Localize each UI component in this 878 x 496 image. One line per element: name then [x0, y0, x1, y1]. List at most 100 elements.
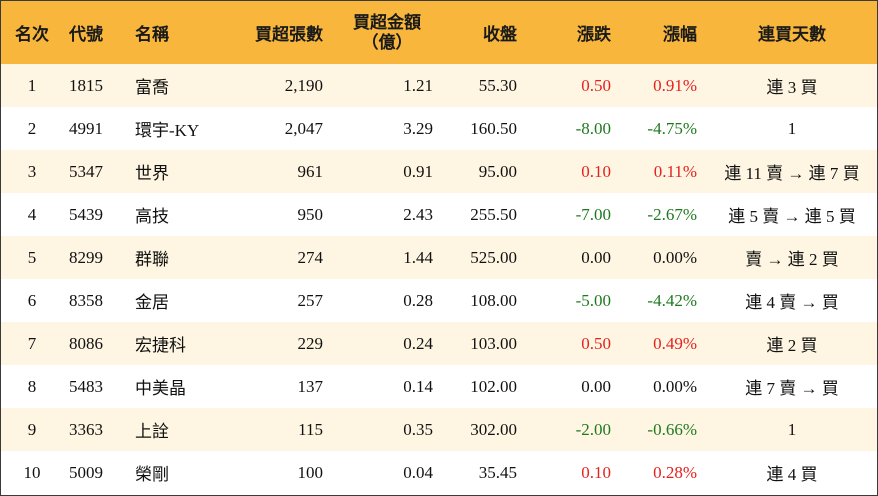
- cell-days: 1: [787, 419, 797, 439]
- cell-change: 0.50: [581, 75, 611, 95]
- cell-code: 5483: [69, 376, 103, 396]
- cell-days: 連 4 賣 → 買: [745, 293, 839, 312]
- header-days: 連買天數: [758, 25, 826, 44]
- cell-close: 525.00: [470, 247, 517, 267]
- cell-name: 世界: [135, 164, 169, 183]
- cell-close: 95.00: [478, 161, 517, 181]
- cell-days: 連 2 買: [766, 336, 818, 355]
- cell-pct: 0.00%: [653, 247, 697, 267]
- cell-change: -2.00: [575, 419, 611, 439]
- cell-name: 富喬: [135, 78, 169, 97]
- table-row: 1 1815 富喬 2,190 1.21 55.30 0.50 0.91% 連 3 買: [1, 64, 877, 107]
- cell-shares: 2,047: [284, 118, 323, 138]
- table-row: 4 5439 高技 950 2.43 255.50 -7.00 -2.67% 連 5 賣 → 連…: [1, 193, 877, 236]
- header-change: 漲跌: [577, 25, 611, 44]
- cell-close: 160.50: [470, 118, 517, 138]
- cell-close: 108.00: [470, 290, 517, 310]
- cell-days: 1: [787, 118, 797, 138]
- cell-name: 榮剛: [135, 465, 169, 484]
- table-row: 3 5347 世界 961 0.91 95.00 0.10 0.11% 連 11 賣 → 連 7…: [1, 150, 877, 193]
- cell-name: 環宇-KY: [135, 121, 200, 140]
- cell-amount: 1.44: [403, 247, 433, 267]
- cell-close: 102.00: [470, 376, 517, 396]
- cell-rank: 7: [27, 333, 37, 353]
- cell-close: 35.45: [478, 462, 517, 482]
- cell-amount: 0.91: [403, 161, 433, 181]
- table-header-row: 名次 代號 名稱 買超張數 買超金額 （億） 收盤 漲跌 漲幅 連買天數: [1, 1, 877, 64]
- header-pct: 漲幅: [663, 25, 697, 44]
- cell-shares: 257: [297, 290, 324, 310]
- cell-amount: 0.14: [403, 376, 433, 396]
- cell-code: 8086: [69, 333, 103, 353]
- cell-code: 4991: [69, 118, 103, 138]
- cell-pct: -0.66%: [647, 419, 697, 439]
- cell-shares: 2,190: [284, 75, 323, 95]
- cell-rank: 6: [27, 290, 37, 310]
- cell-code: 3363: [69, 419, 103, 439]
- cell-name: 高技: [135, 207, 169, 226]
- cell-shares: 137: [297, 376, 324, 396]
- cell-name: 群聯: [135, 250, 169, 269]
- cell-change: 0.10: [581, 161, 611, 181]
- cell-days: 連 7 賣 → 買: [745, 379, 839, 398]
- cell-name: 宏捷科: [135, 336, 186, 355]
- header-amount-line1: 買超金額: [353, 12, 421, 32]
- cell-close: 302.00: [470, 419, 517, 439]
- table-row: 6 8358 金居 257 0.28 108.00 -5.00 -4.42% 連 4 賣 → 買: [1, 279, 877, 322]
- cell-pct: -2.67%: [647, 204, 697, 224]
- cell-rank: 2: [27, 118, 37, 138]
- cell-rank: 1: [27, 75, 37, 95]
- cell-amount: 3.29: [403, 118, 433, 138]
- header-amount-line2: （億）: [361, 32, 413, 52]
- cell-code: 5347: [69, 161, 103, 181]
- cell-change: 0.50: [581, 333, 611, 353]
- cell-close: 55.30: [478, 75, 517, 95]
- cell-days: 賣 → 連 2 買: [745, 250, 839, 269]
- cell-pct: -4.42%: [647, 290, 697, 310]
- cell-amount: 0.35: [403, 419, 433, 439]
- cell-days: 連 4 買: [766, 465, 818, 484]
- header-shares: 買超張數: [255, 25, 323, 44]
- cell-amount: 0.04: [403, 462, 433, 482]
- cell-name: 上詮: [135, 422, 169, 441]
- cell-rank: 5: [27, 247, 37, 267]
- cell-shares: 115: [298, 419, 323, 439]
- table-row: 8 5483 中美晶 137 0.14 102.00 0.00 0.00% 連 7 賣 → 買: [1, 365, 877, 408]
- cell-rank: 4: [27, 204, 37, 224]
- cell-change: -7.00: [575, 204, 611, 224]
- cell-pct: 0.91%: [653, 75, 697, 95]
- cell-close: 103.00: [470, 333, 517, 353]
- cell-shares: 100: [297, 462, 324, 482]
- cell-pct: 0.28%: [653, 462, 697, 482]
- cell-days: 連 3 買: [766, 78, 818, 97]
- cell-name: 中美晶: [135, 379, 186, 398]
- table-row: 7 8086 宏捷科 229 0.24 103.00 0.50 0.49% 連 2 買: [1, 322, 877, 365]
- cell-change: -5.00: [575, 290, 611, 310]
- table-row: 10 5009 榮剛 100 0.04 35.45 0.10 0.28% 連 4 買: [1, 451, 877, 494]
- cell-name: 金居: [135, 293, 169, 312]
- cell-days: 連 11 賣 → 連 7 買: [724, 164, 860, 183]
- cell-shares: 274: [297, 247, 324, 267]
- cell-code: 5009: [69, 462, 103, 482]
- header-code: 代號: [69, 25, 103, 44]
- table-row: 5 8299 群聯 274 1.44 525.00 0.00 0.00% 賣 → 連 2 買: [1, 236, 877, 279]
- table-row: 9 3363 上詮 115 0.35 302.00 -2.00 -0.66% 1: [1, 408, 877, 451]
- cell-rank: 10: [23, 462, 41, 482]
- header-rank: 名次: [15, 25, 49, 44]
- cell-amount: 2.43: [403, 204, 433, 224]
- cell-rank: 3: [27, 161, 37, 181]
- cell-amount: 0.24: [403, 333, 433, 353]
- header-amount: 買超金額 （億）: [337, 1, 437, 64]
- cell-pct: 0.11%: [653, 161, 697, 181]
- cell-rank: 9: [27, 419, 37, 439]
- cell-change: 0.10: [581, 462, 611, 482]
- cell-days: 連 5 賣 → 連 5 買: [728, 207, 856, 226]
- cell-pct: 0.00%: [653, 376, 697, 396]
- cell-code: 1815: [69, 75, 103, 95]
- cell-close: 255.50: [470, 204, 517, 224]
- cell-shares: 950: [297, 204, 324, 224]
- header-name: 名稱: [135, 25, 169, 44]
- cell-code: 8358: [69, 290, 103, 310]
- cell-rank: 8: [27, 376, 37, 396]
